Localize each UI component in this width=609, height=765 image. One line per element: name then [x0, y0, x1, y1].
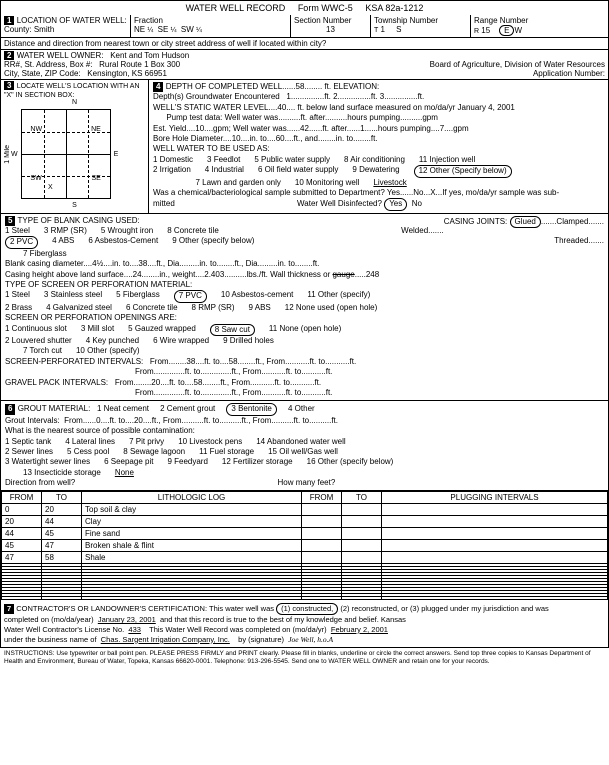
contam-none: None	[115, 468, 134, 478]
addr-lbl: RR#, St. Address, Box #:	[4, 60, 92, 69]
sec-2-num: 2	[4, 51, 14, 60]
section-1: 1 LOCATION OF WATER WELL: County: Smith …	[1, 15, 608, 38]
n-lbl: N	[4, 99, 145, 106]
section-box: NW NE SW SE X	[21, 109, 111, 199]
section-5: 5 TYPE OF BLANK CASING USED: CASING JOIN…	[1, 214, 608, 402]
casing-header: TYPE OF BLANK CASING USED:	[18, 216, 140, 225]
owner-header: WATER WELL OWNER:	[17, 51, 104, 60]
e-lbl: E	[114, 151, 119, 158]
form-ksa: KSA 82a-1212	[365, 3, 423, 13]
gw-lbl: Depth(s) Groundwater Encountered	[153, 92, 280, 101]
range-lbl: Range Number	[474, 16, 528, 25]
township-lbl: Township Number	[374, 16, 438, 25]
fraction-lbl: Fraction	[134, 16, 163, 25]
section-6: 6 GROUT MATERIAL: 1 Neat cement 2 Cement…	[1, 401, 608, 491]
owner-name: Kent and Tom Hudson	[110, 51, 189, 60]
table-row: 4547Broken shale & flint	[2, 540, 608, 552]
mile-lbl: 1 Mile	[4, 145, 11, 164]
loc-header: LOCATION OF WATER WELL:	[17, 16, 127, 25]
form-no: Form WWC-5	[298, 3, 353, 13]
cert-bus: Chas. Sargent Irrigation Company, Inc.	[101, 635, 230, 644]
county: Smith	[34, 25, 54, 34]
range: 15	[481, 26, 490, 35]
form-header: WATER WELL RECORD Form WWC-5 KSA 82a-121…	[1, 1, 608, 15]
sec-3-num: 3	[4, 81, 14, 90]
addr: Rural Route 1 Box 300	[99, 60, 180, 69]
static-lbl: WELL'S STATIC WATER LEVEL	[153, 103, 268, 112]
cert-date2: February 2, 2001	[331, 625, 388, 634]
depth-val: 58	[296, 82, 305, 91]
range-e: E	[499, 25, 514, 36]
open-options: 1 Continuous slot 3 Mill slot 5 Gauzed w…	[5, 324, 604, 336]
sec-6-num: 6	[5, 404, 15, 414]
contam-options: 1 Septic tank 4 Lateral lines 7 Pit priv…	[5, 437, 604, 447]
static-val: 40	[277, 103, 286, 112]
static-date: January 4, 2001	[458, 103, 515, 112]
screen-header: TYPE OF SCREEN OR PERFORATION MATERIAL:	[5, 280, 192, 289]
f1: NE	[134, 25, 145, 34]
section-lbl: Section Number	[294, 16, 351, 25]
sec-7-num: 7	[4, 604, 14, 614]
s-lbl: S	[4, 202, 145, 209]
table-row: 2044Clay	[2, 516, 608, 528]
table-row: 020Top soil & clay	[2, 504, 608, 516]
cert-lic: 433	[128, 625, 141, 634]
signature: Joe Well, h.o.A	[288, 635, 333, 644]
app-lbl: Application Number:	[533, 69, 605, 78]
section-3-4: 3 LOCATE WELL'S LOCATION WITH AN "X" IN …	[1, 80, 608, 214]
table-row: 4758Shale	[2, 552, 608, 564]
well-record-form: WATER WELL RECORD Form WWC-5 KSA 82a-121…	[0, 0, 609, 648]
board: Board of Agriculture, Division of Water …	[430, 60, 605, 69]
section: 13	[294, 25, 367, 34]
section-7: 7 CONTRACTOR'S OR LANDOWNER'S CERTIFICAT…	[1, 600, 608, 647]
instructions: INSTRUCTIONS: Use typewriter or ball poi…	[0, 648, 609, 668]
f2: SE	[158, 25, 169, 34]
use-options: 1 Domestic 3 Feedlot 5 Public water supp…	[153, 155, 604, 165]
elev-lbl: ft. ELEVATION:	[324, 82, 379, 91]
distance: Distance and direction from nearest town…	[1, 38, 608, 49]
township: 1	[381, 25, 385, 34]
section-2: 2 WATER WELL OWNER: Kent and Tom Hudson …	[1, 50, 608, 80]
county-lbl: County:	[4, 25, 32, 34]
screen-options: 1 Steel 3 Stainless steel 5 Fiberglass 7…	[5, 290, 604, 302]
sec-4-num: 4	[153, 82, 163, 92]
w-lbl: W	[11, 151, 18, 158]
f3: SW	[181, 25, 194, 34]
sec-5-num: 5	[5, 216, 15, 226]
cert-date1: January 23, 2001	[98, 615, 156, 624]
use-lbl: WELL WATER TO BE USED AS:	[153, 144, 270, 153]
form-title: WATER WELL RECORD	[186, 3, 286, 13]
city: Kensington, KS 66951	[87, 69, 167, 78]
city-lbl: City, State, ZIP Code:	[4, 69, 81, 78]
open-lbl: SCREEN OR PERFORATION OPENINGS ARE:	[5, 313, 177, 322]
lithologic-table: FROM TO LITHOLOGIC LOG FROM TO PLUGGING …	[1, 491, 608, 600]
table-row: 4445Fine sand	[2, 528, 608, 540]
depth-header: DEPTH OF COMPLETED WELL	[166, 82, 282, 91]
sec-1-num: 1	[4, 16, 14, 25]
x-mark: X	[48, 184, 53, 191]
distance-row: Distance and direction from nearest town…	[1, 38, 608, 50]
grout-header: GROUT MATERIAL:	[18, 404, 91, 413]
locate-header: LOCATE WELL'S LOCATION WITH AN "X" IN SE…	[4, 83, 140, 99]
casing-options: 1 Steel 3 RMP (SR) 5 Wrought iron 8 Conc…	[5, 226, 444, 236]
livestock: Livestock	[373, 178, 406, 188]
township-s: S	[396, 25, 401, 34]
